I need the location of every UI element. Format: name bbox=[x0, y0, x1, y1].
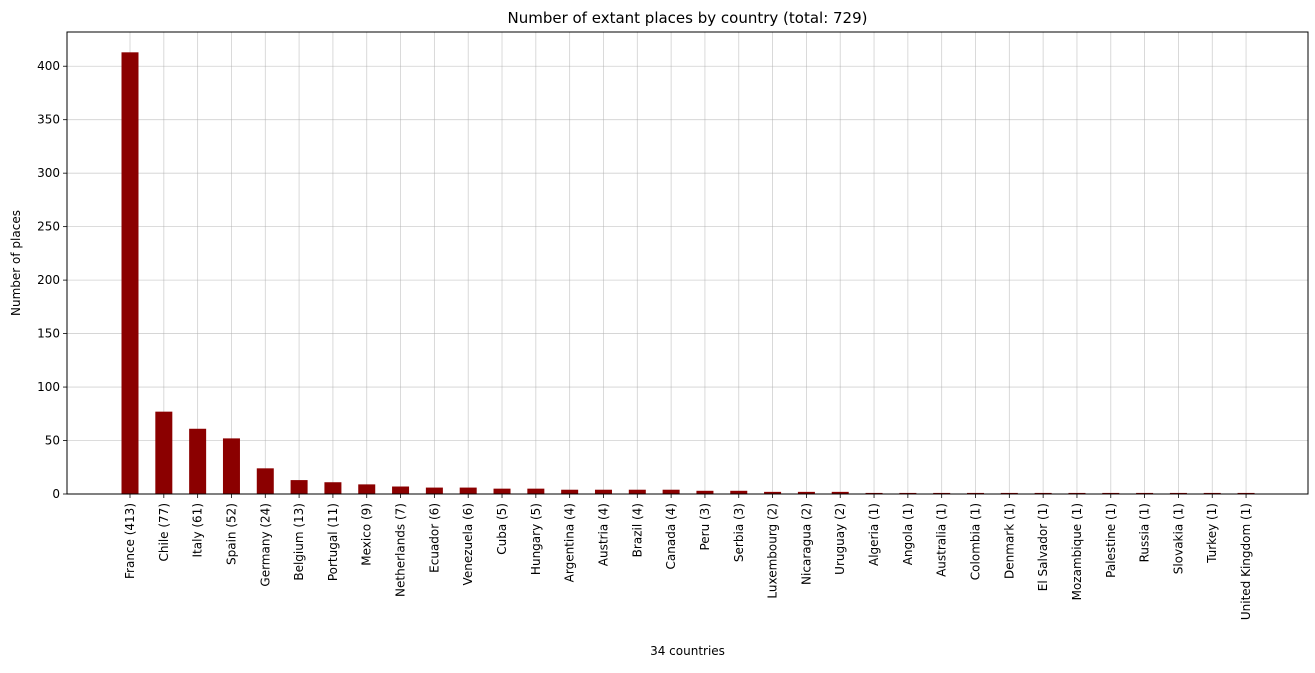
bar bbox=[696, 490, 714, 494]
x-tick-label: El Salvador (1) bbox=[1036, 503, 1050, 591]
y-axis-label: Number of places bbox=[9, 210, 23, 316]
x-tick-label: Australia (1) bbox=[935, 503, 949, 577]
x-tick-label: Peru (3) bbox=[698, 503, 712, 551]
x-tick-label: Cuba (5) bbox=[495, 503, 509, 555]
bar bbox=[155, 411, 173, 494]
bar bbox=[1136, 492, 1154, 494]
x-tick-label: Palestine (1) bbox=[1104, 503, 1118, 578]
x-tick-label: Italy (61) bbox=[191, 503, 205, 557]
bar bbox=[459, 487, 477, 494]
x-tick-label: Chile (77) bbox=[157, 503, 171, 561]
x-tick-label: Angola (1) bbox=[901, 503, 915, 565]
bar bbox=[425, 487, 443, 494]
grid-lines bbox=[67, 32, 1308, 495]
y-tick-label: 50 bbox=[45, 434, 60, 448]
x-tick-label: Ecuador (6) bbox=[427, 503, 441, 573]
x-tick-label: Germany (24) bbox=[258, 503, 272, 587]
x-tick-label: Uruguay (2) bbox=[833, 503, 847, 575]
bars bbox=[121, 52, 1255, 494]
bar bbox=[628, 489, 646, 494]
bar bbox=[662, 489, 680, 494]
bar bbox=[1068, 492, 1086, 494]
x-axis-label: 34 countries bbox=[650, 644, 725, 658]
bar bbox=[392, 486, 410, 494]
y-tick-label: 0 bbox=[52, 487, 60, 501]
y-tick-label: 150 bbox=[37, 327, 60, 341]
bar bbox=[561, 489, 579, 494]
x-tick-label: Slovakia (1) bbox=[1171, 503, 1185, 574]
x-tick-label: Mexico (9) bbox=[360, 503, 374, 566]
bar bbox=[324, 482, 342, 494]
bar bbox=[493, 488, 511, 494]
x-tick-label: United Kingdom (1) bbox=[1239, 503, 1253, 620]
x-tick-label: Nicaragua (2) bbox=[799, 503, 813, 585]
y-tick-label: 100 bbox=[37, 380, 60, 394]
x-tick-label: France (413) bbox=[123, 503, 137, 579]
bar bbox=[865, 492, 883, 494]
x-tick-label: Brazil (4) bbox=[630, 503, 644, 557]
bar bbox=[1169, 492, 1187, 494]
x-tick-label: Hungary (5) bbox=[529, 503, 543, 575]
bar bbox=[899, 492, 917, 494]
x-tick-label: Portugal (11) bbox=[326, 503, 340, 581]
bar bbox=[189, 428, 207, 494]
x-tick-label: Austria (4) bbox=[596, 503, 610, 566]
x-tick-label: Argentina (4) bbox=[563, 503, 577, 582]
x-tick-label: Turkey (1) bbox=[1205, 503, 1219, 564]
bar bbox=[1203, 492, 1221, 494]
bar bbox=[358, 484, 376, 494]
y-tick-label: 350 bbox=[37, 113, 60, 127]
bar bbox=[527, 488, 545, 494]
bar bbox=[764, 491, 782, 494]
bar bbox=[594, 489, 612, 494]
bar bbox=[933, 492, 951, 494]
bar bbox=[1237, 492, 1255, 494]
chart-title: Number of extant places by country (tota… bbox=[507, 9, 867, 27]
x-axis-ticks: France (413) Chile (77) Italy (61) Spain (5… bbox=[123, 494, 1253, 620]
x-tick-label: Belgium (13) bbox=[292, 503, 306, 581]
x-tick-label: Serbia (3) bbox=[732, 503, 746, 562]
x-tick-label: Mozambique (1) bbox=[1070, 503, 1084, 600]
x-tick-label: Algeria (1) bbox=[867, 503, 881, 566]
x-tick-label: Colombia (1) bbox=[969, 503, 983, 580]
x-tick-label: Spain (52) bbox=[224, 503, 238, 565]
bar bbox=[797, 491, 815, 494]
bar bbox=[222, 438, 240, 494]
bar bbox=[967, 492, 984, 494]
bar bbox=[831, 491, 849, 494]
x-tick-label: Netherlands (7) bbox=[394, 503, 408, 597]
bar bbox=[121, 52, 139, 494]
plot-frame bbox=[66, 31, 1309, 495]
y-axis-ticks: 0 50 100 150 200 250 300 350 400 bbox=[37, 59, 67, 501]
y-tick-label: 250 bbox=[37, 220, 60, 234]
bar bbox=[1034, 492, 1052, 494]
bar bbox=[1102, 492, 1120, 494]
x-tick-label: Denmark (1) bbox=[1002, 503, 1016, 579]
bar bbox=[290, 480, 308, 494]
bar bbox=[256, 468, 274, 494]
x-tick-label: Russia (1) bbox=[1138, 503, 1152, 562]
bar bbox=[730, 490, 748, 494]
x-tick-label: Luxembourg (2) bbox=[766, 503, 780, 599]
y-tick-label: 300 bbox=[37, 166, 60, 180]
y-tick-label: 400 bbox=[37, 59, 60, 73]
bar bbox=[1000, 492, 1018, 494]
y-tick-label: 200 bbox=[37, 273, 60, 287]
x-tick-label: Venezuela (6) bbox=[461, 503, 475, 585]
x-tick-label: Canada (4) bbox=[664, 503, 678, 569]
plot-area bbox=[67, 32, 1308, 494]
